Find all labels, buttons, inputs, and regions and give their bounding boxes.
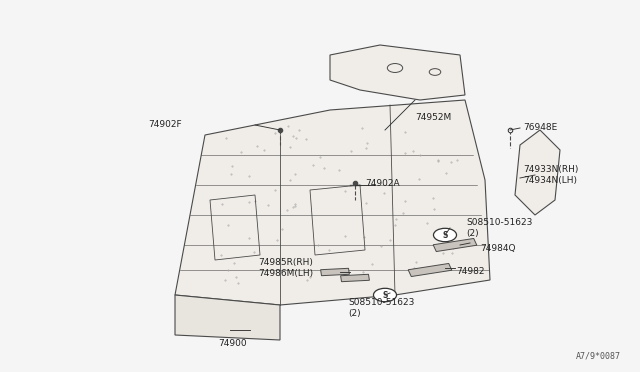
Text: S08510-51623
(2): S08510-51623 (2) bbox=[348, 298, 414, 318]
Text: A7/9*0087: A7/9*0087 bbox=[576, 352, 621, 361]
Text: 74952M: 74952M bbox=[415, 113, 451, 122]
Text: 74984Q: 74984Q bbox=[480, 244, 515, 253]
Polygon shape bbox=[340, 274, 369, 282]
Polygon shape bbox=[330, 45, 465, 100]
Circle shape bbox=[433, 228, 456, 242]
Polygon shape bbox=[515, 130, 560, 215]
Text: 74900: 74900 bbox=[218, 339, 246, 347]
Polygon shape bbox=[433, 238, 477, 251]
Text: 74933N(RH)
74934N(LH): 74933N(RH) 74934N(LH) bbox=[523, 165, 579, 185]
Text: 74985R(RH)
74986M(LH): 74985R(RH) 74986M(LH) bbox=[258, 258, 313, 278]
Text: S: S bbox=[442, 231, 448, 240]
Text: 74902F: 74902F bbox=[148, 121, 182, 129]
Polygon shape bbox=[321, 268, 349, 276]
Polygon shape bbox=[175, 100, 490, 305]
Text: 74902A: 74902A bbox=[365, 179, 399, 187]
Text: 74982: 74982 bbox=[456, 267, 484, 276]
Polygon shape bbox=[175, 295, 280, 340]
Text: S08510-51623
(2): S08510-51623 (2) bbox=[466, 218, 532, 238]
Text: 76948E: 76948E bbox=[523, 124, 557, 132]
Circle shape bbox=[374, 288, 397, 302]
Text: S: S bbox=[382, 291, 388, 299]
Polygon shape bbox=[408, 263, 452, 276]
